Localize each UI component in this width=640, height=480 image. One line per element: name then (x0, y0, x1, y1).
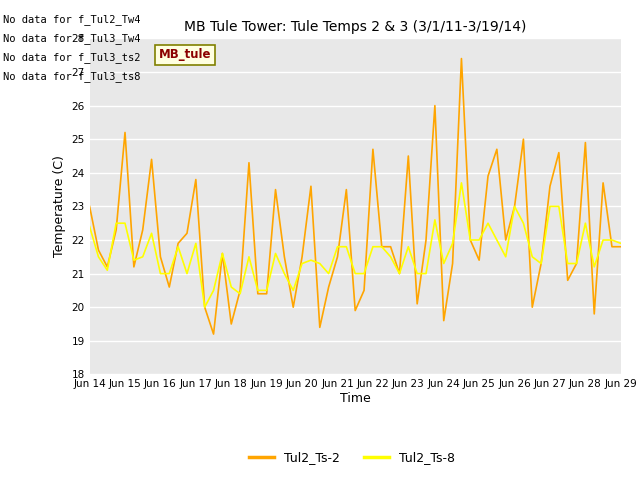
Legend: Tul2_Ts-2, Tul2_Ts-8: Tul2_Ts-2, Tul2_Ts-8 (244, 446, 460, 469)
Text: No data for f_Tul3_ts2: No data for f_Tul3_ts2 (3, 52, 141, 63)
Text: No data for f_Tul3_ts8: No data for f_Tul3_ts8 (3, 71, 141, 82)
Text: MB_tule: MB_tule (159, 48, 211, 61)
Y-axis label: Temperature (C): Temperature (C) (53, 156, 66, 257)
Text: No data for f_Tul3_Tw4: No data for f_Tul3_Tw4 (3, 33, 141, 44)
Text: No data for f_Tul2_Tw4: No data for f_Tul2_Tw4 (3, 13, 141, 24)
X-axis label: Time: Time (340, 392, 371, 405)
Title: MB Tule Tower: Tule Temps 2 & 3 (3/1/11-3/19/14): MB Tule Tower: Tule Temps 2 & 3 (3/1/11-… (184, 21, 526, 35)
